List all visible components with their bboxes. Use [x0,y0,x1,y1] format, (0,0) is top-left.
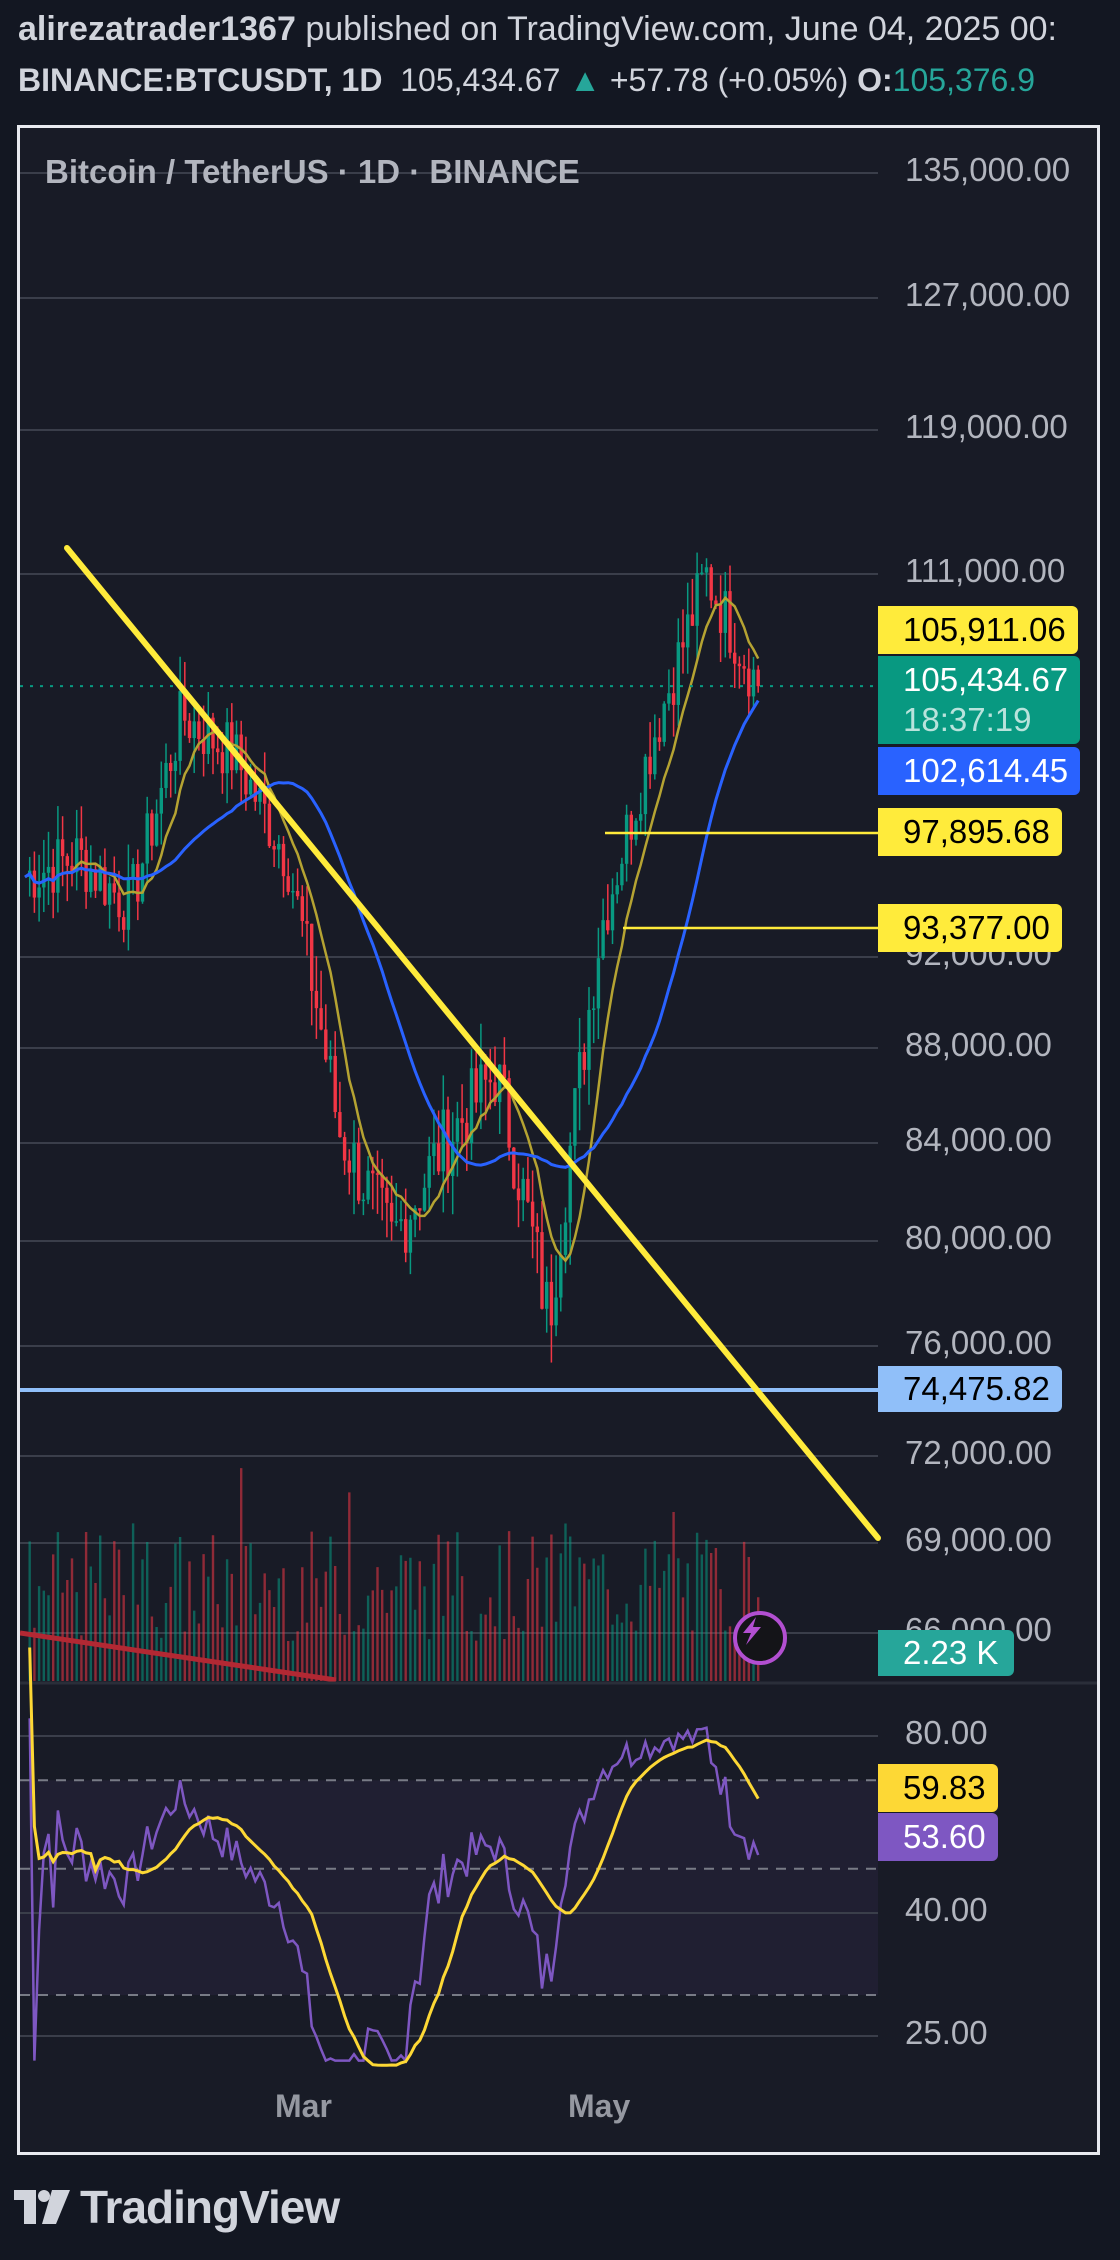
publish-info: alirezatrader1367 published on TradingVi… [18,10,1057,49]
publish-text: published on TradingView.com, June 04, 2… [295,10,1058,48]
support-badge: 74,475.82 [878,1366,1062,1412]
tradingview-logo-icon [14,2190,70,2224]
brand-name: TradingView [80,2181,340,2233]
open-label: O: [857,62,893,98]
price-chart-canvas[interactable] [20,128,1100,2155]
level-upper-badge: 97,895.68 [878,808,1062,856]
level-lower-badge: 93,377.00 [878,904,1062,952]
price-axis-label: 111,000.00 [905,552,1066,589]
rsi-badge: 53.60 [878,1813,998,1861]
price-axis-label: 88,000.00 [905,1026,1052,1063]
rsi-axis-label: 40.00 [905,1891,988,1928]
price-axis-label: 72,000.00 [905,1434,1052,1471]
chart-frame[interactable]: Bitcoin / TetherUS · 1D · BINANCE 135,00… [17,125,1100,2155]
volume-badge: 2.23 K [878,1630,1015,1676]
price-axis-label: 84,000.00 [905,1121,1052,1158]
rsi-axis-label: 25.00 [905,2014,988,2051]
author-name[interactable]: alirezatrader1367 [18,10,296,48]
price-axis-label: 135,000.00 [905,151,1071,188]
price-axis-label: 119,000.00 [905,408,1068,445]
price-axis-label: 76,000.00 [905,1324,1052,1361]
last-price: 105,434.67 [400,62,561,98]
price-axis-label: 80,000.00 [905,1219,1052,1256]
symbol-label: BINANCE:BTCUSDT, 1D [18,62,383,98]
rsi-ma-badge: 59.83 [878,1764,998,1812]
price-change: +57.78 (+0.05%) [609,62,849,98]
ma-fast-badge: 105,911.06 [878,606,1078,654]
ma-slow-badge: 102,614.45 [878,747,1081,795]
symbol-info: BINANCE:BTCUSDT, 1D 105,434.67 ▲ +57.78 … [18,62,1035,99]
time-axis-mar: Mar [275,2088,332,2124]
tradingview-logo[interactable]: TradingView [14,2180,340,2234]
rsi-axis-label: 80.00 [905,1714,988,1751]
lightning-icon[interactable] [733,1611,787,1665]
price-axis-label: 69,000.00 [905,1521,1052,1558]
up-arrow-icon: ▲ [569,62,601,98]
bar-countdown: 18:37:19 [903,701,1032,738]
price-axis-label: 127,000.00 [905,276,1071,313]
chart-legend: Bitcoin / TetherUS · 1D · BINANCE [45,153,580,190]
last-price-badge: 105,434.67 18:37:19 [878,656,1081,744]
open-value: 105,376.9 [892,62,1036,98]
last-price-value: 105,434.67 [903,661,1069,698]
time-axis-may: May [568,2088,631,2124]
bolt-glyph-icon [743,1617,761,1645]
